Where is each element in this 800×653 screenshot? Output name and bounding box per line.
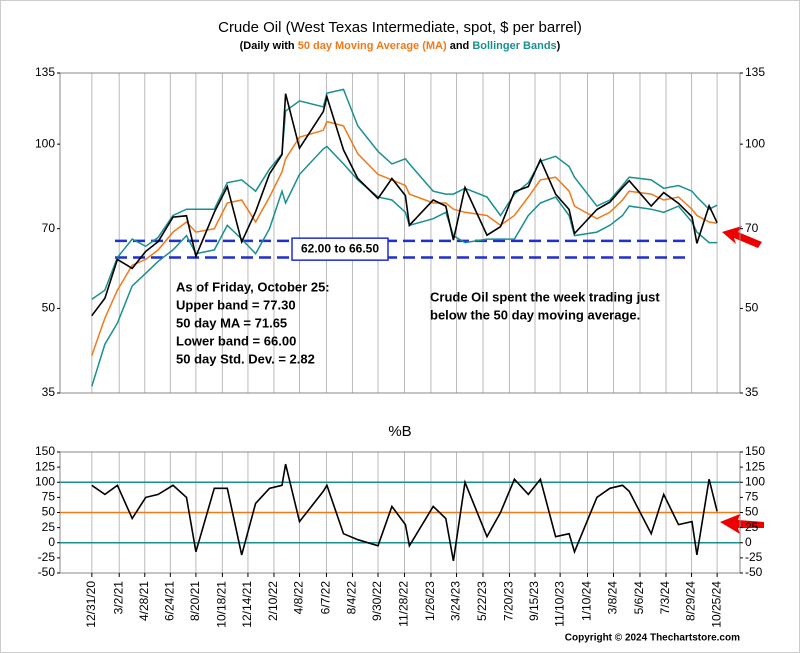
x-tick-label: 1/10/24 — [580, 581, 594, 621]
x-tick-label: 12/14/21 — [240, 581, 254, 628]
x-tick-label: 6/24/21 — [163, 581, 177, 621]
x-tick-label: 4/8/22 — [292, 581, 306, 615]
y-tick-label: 75 — [745, 490, 759, 504]
y-tick-label: -50 — [38, 565, 56, 579]
y-tick-label: -50 — [745, 565, 763, 579]
arrow — [720, 514, 764, 534]
y-tick-label: 150 — [745, 444, 765, 458]
y-tick-label: 100 — [35, 136, 55, 150]
y-tick-label: 50 — [745, 301, 759, 315]
chart-subtitle: (Daily with 50 day Moving Average (MA) a… — [240, 40, 561, 52]
x-tick-label: 10/18/21 — [215, 581, 229, 628]
subtitle-part: 50 day Moving Average (MA) — [298, 40, 447, 52]
chart-title: Crude Oil (West Texas Intermediate, spot… — [218, 19, 582, 36]
x-tick-label: 12/31/20 — [84, 581, 98, 628]
x-tick-label: 3/2/21 — [111, 581, 125, 615]
y-tick-label: 50 — [745, 505, 759, 519]
y-tick-label: 100 — [745, 474, 765, 488]
y-tick-label: 70 — [42, 221, 56, 235]
x-tick-label: 1/26/23 — [423, 581, 437, 621]
x-tick-label: 5/6/24 — [632, 581, 646, 615]
y-tick-label: 125 — [35, 459, 55, 473]
series-line — [91, 93, 718, 317]
y-tick-label: 70 — [745, 221, 759, 235]
subtitle-part: ) — [557, 40, 561, 52]
x-tick-label: 8/20/21 — [188, 581, 202, 621]
annotation: Lower band = 66.00 — [176, 333, 296, 348]
y-tick-label: 150 — [35, 444, 55, 458]
x-tick-label: 7/3/24 — [658, 581, 672, 615]
annotation: 50 day Std. Dev. = 2.82 — [176, 351, 315, 366]
x-tick-label: 6/7/22 — [319, 581, 333, 615]
x-tick-label: 3/8/24 — [606, 581, 620, 615]
y-tick-label: 35 — [42, 385, 56, 399]
annotation: 50 day MA = 71.65 — [176, 315, 287, 330]
x-tick-label: 2/10/22 — [266, 581, 280, 621]
y-tick-label: 125 — [745, 459, 765, 473]
y-tick-label: 100 — [35, 474, 55, 488]
plot-frame — [59, 72, 741, 394]
x-tick-label: 9/30/22 — [370, 581, 384, 621]
series-line — [91, 88, 718, 300]
subtitle-part: and — [447, 40, 473, 52]
x-tick-label: 11/28/22 — [397, 581, 411, 627]
subtitle-part: Bollinger Bands — [472, 40, 556, 52]
x-tick-label: 8/4/22 — [345, 581, 359, 615]
arrow — [722, 226, 762, 248]
x-tick-label: 11/10/23 — [552, 581, 566, 627]
series-line — [91, 120, 718, 356]
copyright: Copyright © 2024 Thechartstore.com — [565, 633, 740, 644]
x-tick-label: 8/29/24 — [684, 581, 698, 621]
annotation: As of Friday, October 25: — [176, 279, 330, 294]
y-tick-label: 25 — [42, 520, 56, 534]
note: Crude Oil spent the week trading just — [430, 289, 660, 304]
subtitle-part: (Daily with — [240, 40, 298, 52]
range-box — [291, 237, 389, 261]
y-tick-label: 100 — [745, 136, 765, 150]
y-tick-label: 35 — [745, 385, 759, 399]
y-tick-label: -25 — [38, 550, 56, 564]
y-tick-label: 75 — [42, 490, 56, 504]
y-tick-label: 0 — [48, 535, 55, 549]
x-tick-label: 3/24/23 — [449, 581, 463, 621]
x-tick-label: 4/28/21 — [137, 581, 151, 621]
y-tick-label: 135 — [745, 65, 765, 79]
x-tick-label: 10/25/24 — [709, 581, 723, 628]
x-tick-label: 5/22/23 — [475, 581, 489, 621]
y-tick-label: 0 — [745, 535, 752, 549]
range-label: 62.00 to 66.50 — [301, 241, 379, 255]
series-line — [91, 463, 718, 562]
x-tick-label: 9/15/23 — [527, 581, 541, 621]
note: below the 50 day moving average. — [430, 307, 640, 322]
y-tick-label: -25 — [745, 550, 763, 564]
y-tick-label: 50 — [42, 505, 56, 519]
annotation: Upper band = 77.30 — [176, 297, 296, 312]
x-tick-label: 7/20/23 — [502, 581, 516, 621]
panel-title: %B — [388, 423, 411, 440]
y-tick-label: 135 — [35, 65, 55, 79]
y-tick-label: 25 — [745, 520, 759, 534]
y-tick-label: 50 — [42, 301, 56, 315]
